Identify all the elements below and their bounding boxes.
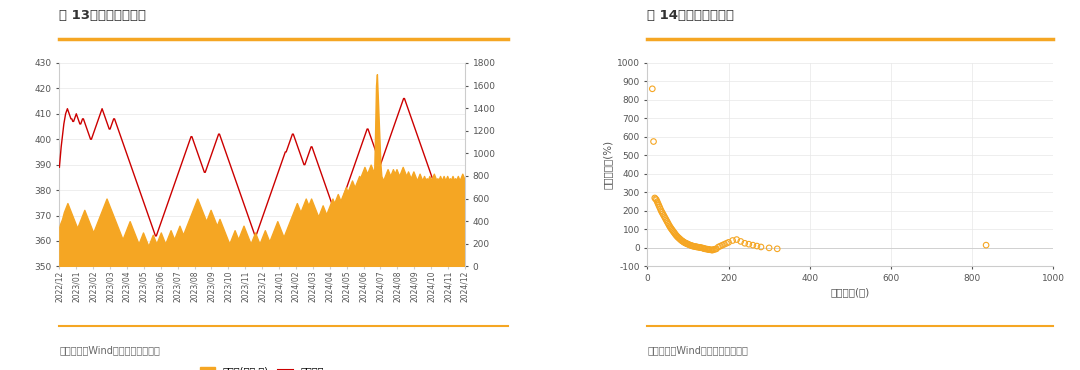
Point [670, 235, 687, 241]
Point [649, 199, 666, 205]
Point [701, 246, 718, 252]
Point [712, 243, 729, 249]
Point [678, 240, 696, 246]
Y-axis label: 转股溢价率(%): 转股溢价率(%) [603, 140, 612, 189]
Point [644, 86, 661, 92]
Point [693, 245, 711, 251]
Point [679, 241, 697, 247]
Point [681, 242, 699, 248]
Point [673, 238, 690, 243]
Point [662, 225, 679, 231]
Point [732, 238, 750, 244]
Point [753, 244, 770, 250]
Text: 图 14：转债估值情况: 图 14：转债估值情况 [647, 9, 734, 22]
Point [703, 247, 720, 253]
Point [672, 236, 689, 242]
Point [683, 243, 700, 249]
Point [720, 239, 738, 245]
Point [689, 244, 706, 250]
Point [678, 241, 696, 247]
Point [645, 139, 662, 145]
Point [716, 241, 733, 247]
Point [662, 224, 679, 230]
Point [691, 244, 708, 250]
Point [705, 246, 723, 252]
Point [700, 246, 717, 252]
Point [691, 245, 708, 250]
Point [724, 238, 741, 243]
Point [664, 228, 681, 233]
Point [769, 246, 786, 252]
Point [728, 237, 745, 243]
Point [660, 221, 677, 227]
Point [684, 243, 701, 249]
Text: 图 13：中证转债指数: 图 13：中证转债指数 [59, 9, 147, 22]
Point [675, 239, 692, 245]
Point [663, 226, 680, 232]
Point [672, 237, 689, 243]
Point [744, 242, 761, 248]
Point [704, 247, 721, 253]
Point [656, 212, 673, 218]
Point [652, 208, 670, 214]
Point [680, 242, 698, 248]
Point [748, 243, 766, 249]
Point [677, 240, 694, 246]
Point [665, 230, 683, 236]
Point [666, 231, 684, 237]
Point [977, 242, 995, 248]
Point [699, 246, 716, 252]
Text: 资料来源：Wind，天风证券研究所: 资料来源：Wind，天风证券研究所 [59, 345, 160, 355]
Point [687, 243, 704, 249]
X-axis label: 转股价值(元): 转股价值(元) [831, 287, 869, 297]
Point [714, 242, 731, 248]
Legend: 成交额(亿元,右), 中证转债: 成交额(亿元,右), 中证转债 [197, 362, 328, 370]
Point [665, 229, 683, 235]
Point [651, 204, 669, 210]
Point [710, 244, 727, 250]
Point [685, 243, 702, 249]
Point [667, 232, 685, 238]
Point [737, 240, 754, 246]
Point [675, 239, 692, 245]
Point [661, 223, 678, 229]
Point [656, 214, 673, 220]
Point [659, 218, 676, 224]
Point [686, 243, 703, 249]
Point [688, 244, 705, 250]
Point [718, 240, 735, 246]
Point [669, 233, 686, 239]
Point [704, 247, 721, 253]
Point [652, 206, 670, 212]
Point [658, 217, 675, 223]
Point [688, 244, 705, 250]
Point [657, 215, 674, 221]
Point [707, 246, 725, 252]
Point [694, 245, 712, 251]
Text: 资料来源：Wind，天风证券研究所: 资料来源：Wind，天风证券研究所 [647, 345, 748, 355]
Point [649, 201, 666, 206]
Point [669, 234, 686, 240]
Point [698, 246, 715, 252]
Point [650, 202, 667, 208]
Point [702, 247, 719, 253]
Point [697, 246, 714, 252]
Point [707, 246, 725, 252]
Point [692, 245, 710, 251]
Point [653, 209, 671, 215]
Point [674, 238, 691, 244]
Point [760, 245, 778, 251]
Point [696, 246, 713, 252]
Point [654, 211, 672, 217]
Point [648, 197, 665, 203]
Point [671, 235, 688, 241]
Point [647, 196, 664, 202]
Point [740, 241, 757, 247]
Point [676, 240, 693, 246]
Point [646, 195, 663, 201]
Point [659, 220, 676, 226]
